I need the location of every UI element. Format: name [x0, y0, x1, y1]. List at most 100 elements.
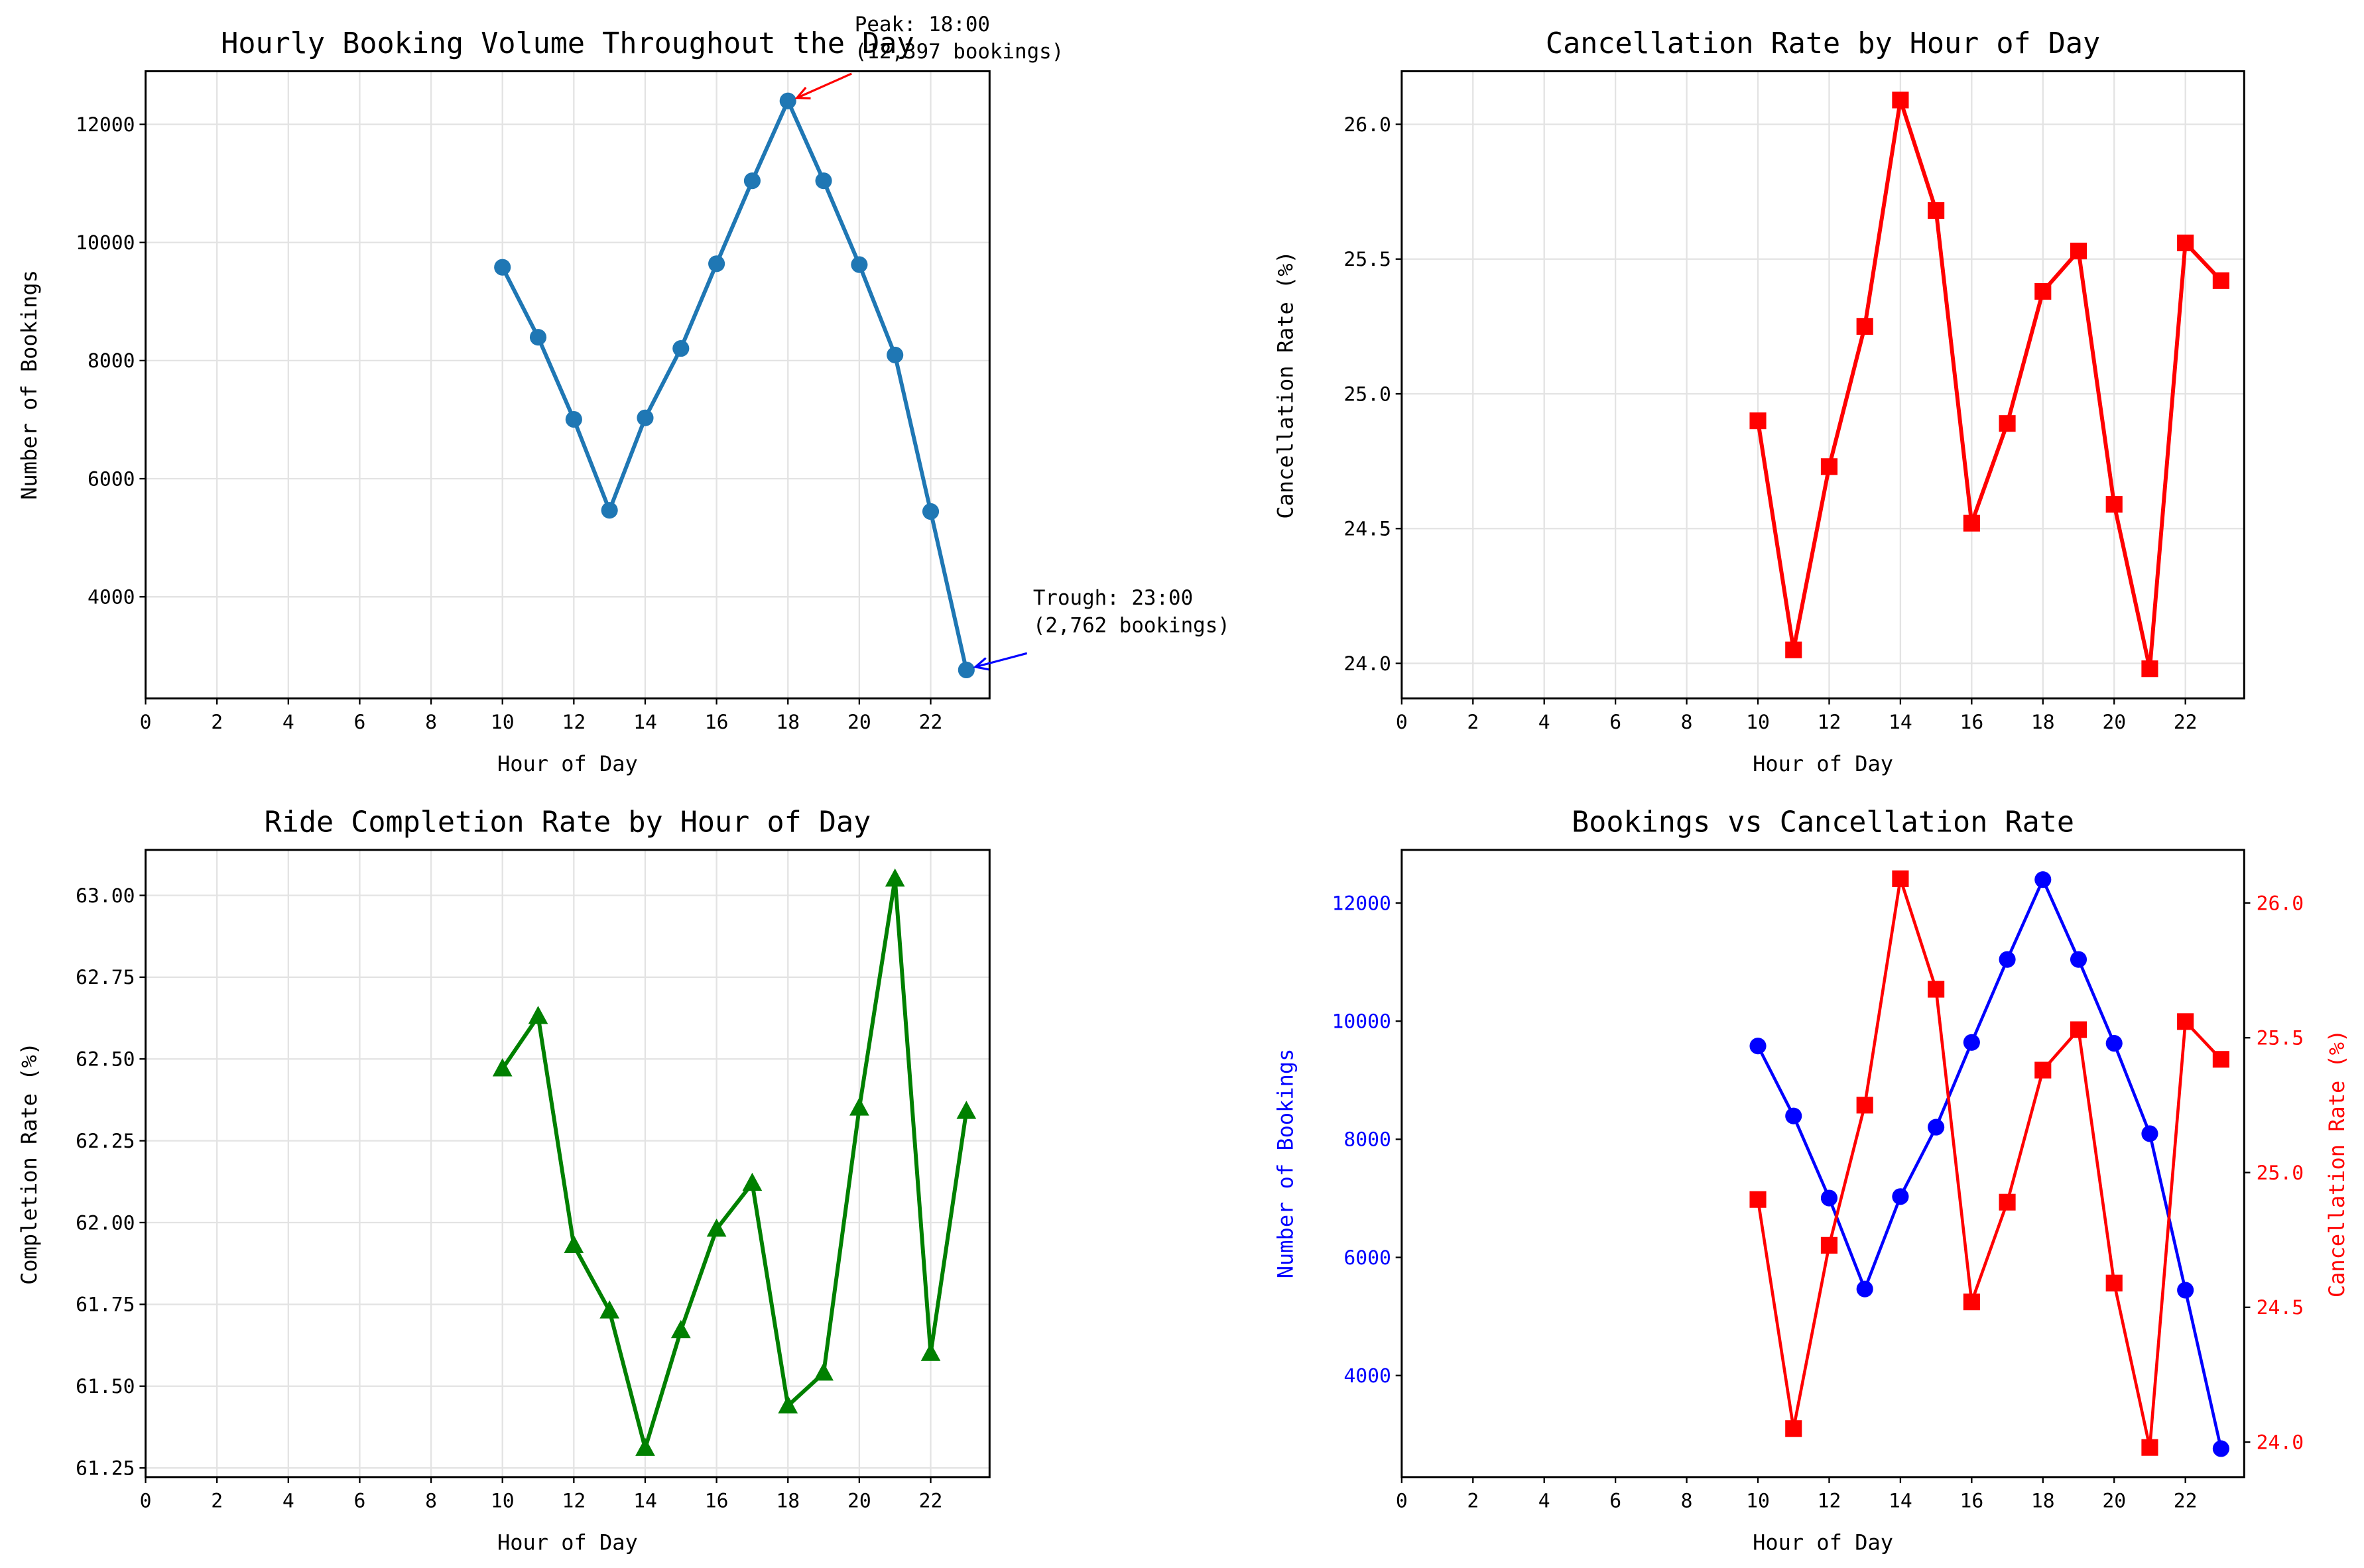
data-point: [2212, 1051, 2229, 1068]
data-point: [1749, 1191, 1767, 1208]
data-point: [2105, 1035, 2123, 1052]
y-right-tick-label: 25.5: [2257, 1027, 2304, 1050]
data-point: [1999, 951, 2016, 968]
x-axis-label: Hour of Day: [1753, 1530, 1893, 1555]
x-tick-label: 14: [633, 1490, 657, 1513]
y-tick-label: 62.50: [76, 1048, 135, 1071]
data-point: [2141, 1439, 2158, 1456]
x-tick-label: 8: [425, 1490, 437, 1513]
data-point: [528, 1006, 548, 1024]
data-point: [1785, 1420, 1802, 1437]
chart-title: Ride Completion Rate by Hour of Day: [265, 806, 871, 839]
x-tick-label: 18: [2031, 1490, 2055, 1513]
annotation-arrow: [975, 652, 1028, 668]
y-tick-label: 62.00: [76, 1211, 135, 1235]
x-tick-label: 22: [2174, 711, 2198, 734]
data-point: [2070, 1021, 2087, 1038]
x-tick-label: 4: [282, 711, 294, 734]
y-tick-label: 24.0: [1343, 652, 1391, 676]
data-point: [779, 92, 796, 109]
chart-title: Cancellation Rate by Hour of Day: [1546, 27, 2100, 60]
y-tick-label: 8000: [88, 349, 135, 373]
data-point: [1820, 1236, 1838, 1254]
x-tick-label: 18: [776, 1490, 800, 1513]
x-tick-label: 12: [562, 711, 586, 734]
subplot-1: 0 2 4 6 8 10 12 14 16 18 20 22 4000 6000 8000 10000 1200…: [17, 13, 1230, 776]
data-point: [1999, 1193, 2016, 1211]
series-line-1: [1756, 878, 2223, 1449]
data-point: [1785, 641, 1802, 658]
y-tick-label: 61.25: [76, 1457, 135, 1480]
data-point: [743, 172, 761, 190]
x-tick-label: 8: [1681, 711, 1693, 734]
data-point: [887, 346, 904, 363]
subplot-4: 0 2 4 6 8 10 12 14 16 18 20 22 4000 6000 8000 10000 1200…: [1273, 806, 2349, 1555]
chart-title: Bookings vs Cancellation Rate: [1572, 806, 2074, 839]
x-tick-label: 20: [847, 1490, 871, 1513]
data-point: [1963, 1034, 1980, 1051]
data-point: [601, 502, 618, 519]
x-tick-label: 22: [919, 711, 943, 734]
x-tick-label: 4: [1538, 711, 1550, 734]
plot-frame: [145, 70, 991, 699]
data-point: [565, 410, 582, 428]
y-tick-label: 6000: [88, 467, 135, 491]
y-axis-label: Completion Rate (%): [17, 1042, 42, 1285]
data-point: [670, 1319, 691, 1339]
y-right-tick-label: 24.0: [2257, 1431, 2304, 1454]
data-point: [2034, 282, 2052, 300]
x-tick-label: 0: [140, 711, 152, 734]
data-point: [2034, 871, 2052, 888]
data-point: [1928, 981, 1945, 998]
x-tick-label: 6: [354, 1490, 366, 1513]
x-tick-label: 12: [1818, 1490, 1841, 1513]
data-point: [851, 256, 868, 273]
subplot-2: 0 2 4 6 8 10 12 14 16 18 20 22 24.0 24.5 25.0 25.5 26.0 C…: [1273, 27, 2245, 776]
data-point: [637, 409, 654, 426]
chart-title: Hourly Booking Volume Throughout the Day: [221, 27, 914, 60]
data-point: [2105, 496, 2123, 513]
x-tick-label: 12: [562, 1490, 586, 1513]
y-right-tick-label: 24.5: [2257, 1296, 2304, 1319]
y-tick-label: 25.0: [1343, 383, 1391, 406]
x-tick-label: 10: [491, 711, 515, 734]
x-tick-label: 14: [633, 711, 657, 734]
y-tick-label: 24.5: [1343, 518, 1391, 541]
data-point: [599, 1300, 620, 1319]
y-tick-label: 12000: [76, 113, 135, 137]
x-tick-label: 10: [1746, 1490, 1770, 1513]
x-tick-label: 8: [1681, 1490, 1693, 1513]
x-tick-label: 20: [2102, 1490, 2126, 1513]
data-point: [1856, 1097, 1873, 1114]
y-tick-label: 62.75: [76, 966, 135, 989]
x-tick-label: 10: [491, 1490, 515, 1513]
data-point: [706, 1218, 727, 1237]
annotation-text: (2,762 bookings): [1033, 613, 1230, 637]
data-point: [2070, 242, 2087, 260]
x-tick-label: 2: [1467, 1490, 1479, 1513]
data-point: [1856, 318, 1873, 335]
data-point: [529, 329, 547, 346]
y-axis-label: Cancellation Rate (%): [1273, 251, 1298, 518]
annotation-text: (12,397 bookings): [855, 40, 1064, 64]
annotation-arrowhead: [973, 657, 989, 671]
y-tick-label: 63.00: [76, 884, 135, 908]
data-point: [1963, 1294, 1980, 1311]
series-line-1: [501, 876, 969, 1451]
y-right-tick-label: 25.0: [2257, 1162, 2304, 1185]
x-tick-label: 6: [1609, 711, 1621, 734]
y-tick-label: 6000: [1343, 1246, 1391, 1270]
data-point: [849, 1097, 869, 1116]
annotation-arrowhead: [794, 86, 811, 99]
x-tick-label: 18: [776, 711, 800, 734]
y-tick-label: 61.50: [76, 1375, 135, 1398]
y-right-tick-label: 26.0: [2257, 892, 2304, 915]
x-tick-label: 4: [1538, 1490, 1550, 1513]
y-axis-label: Number of Bookings: [1273, 1049, 1298, 1279]
y-tick-label: 10000: [76, 231, 135, 255]
data-point: [2212, 272, 2229, 289]
series-line-1: [1756, 97, 2223, 671]
data-point: [920, 1343, 941, 1361]
data-point: [708, 255, 725, 272]
